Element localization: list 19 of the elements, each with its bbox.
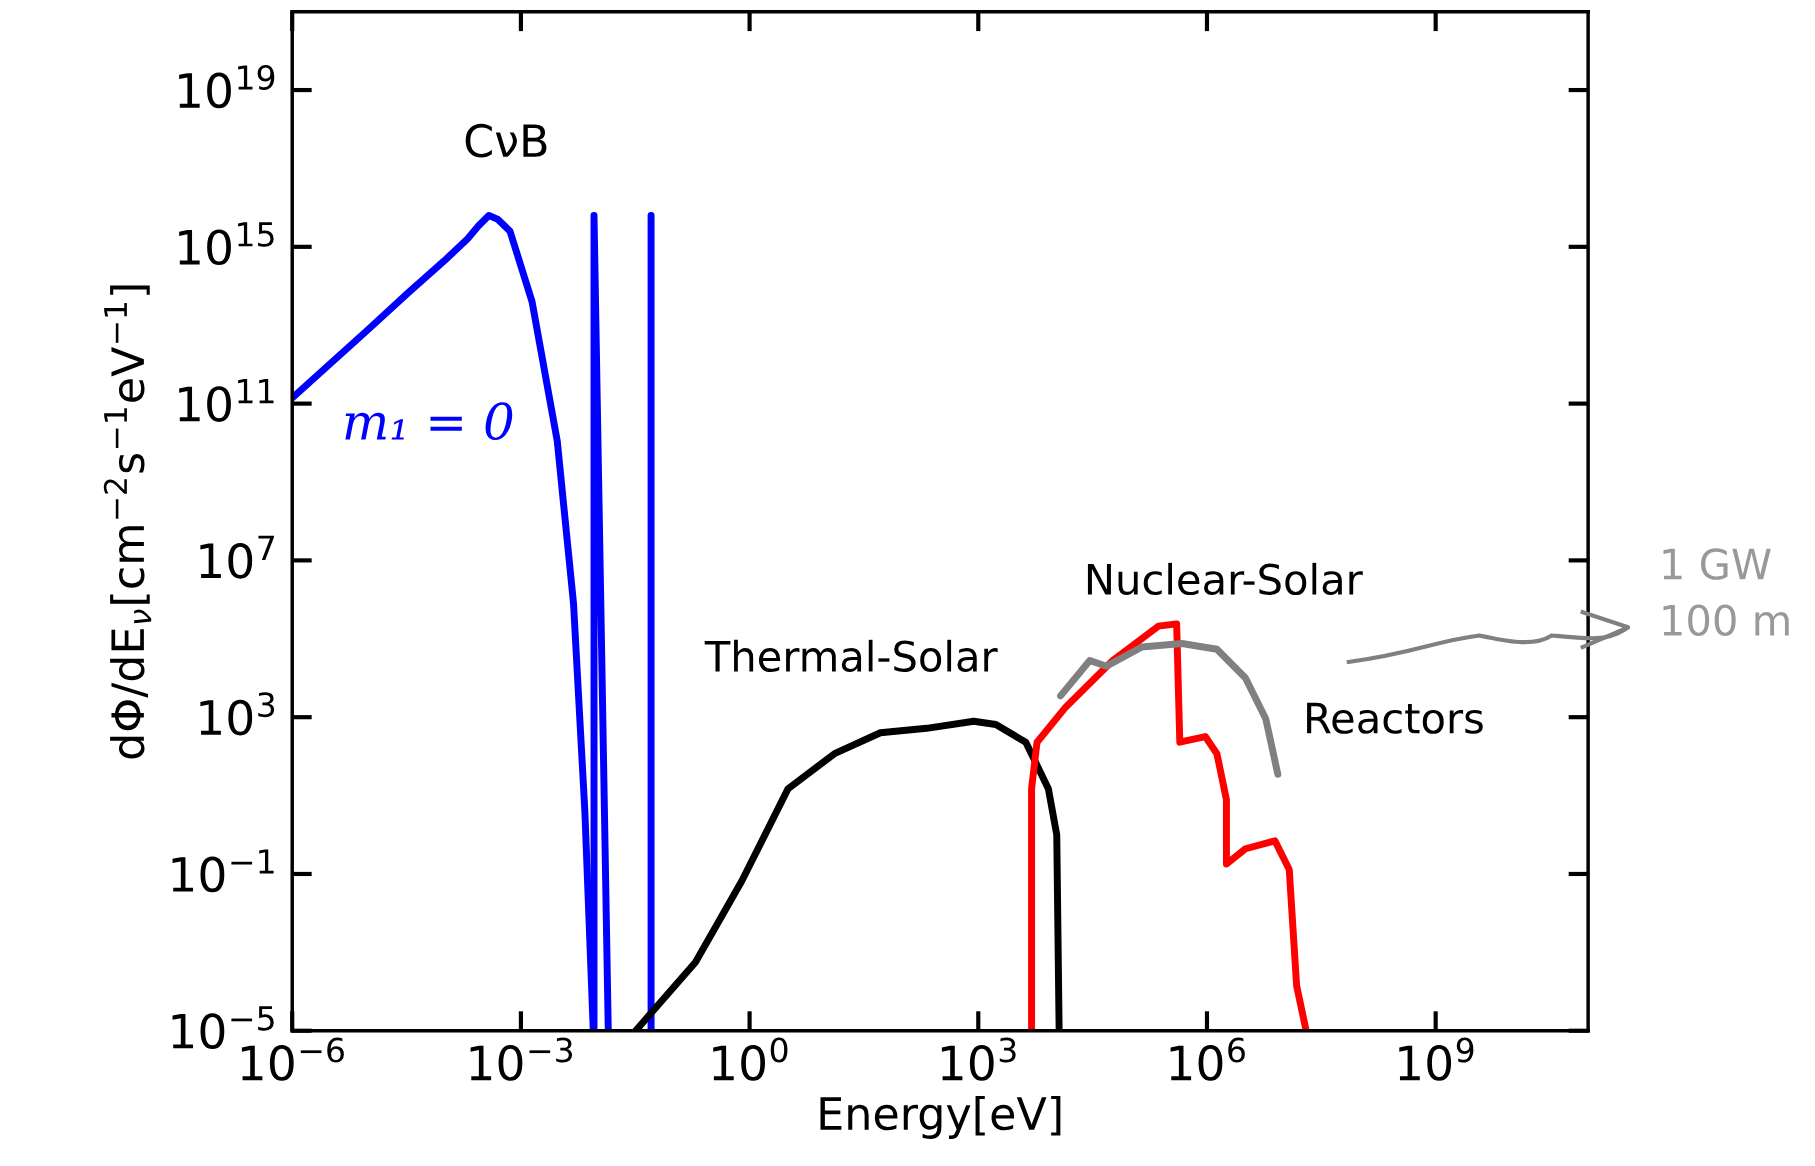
text: 1 GW 100 m [1663, 548, 1789, 636]
y-tick-label: 10$^{7}$ [200, 535, 274, 579]
x-tick-label: 10$^{−3}$ [470, 1037, 573, 1081]
annotation: Reactors [1307, 702, 1483, 734]
y-tick-label: 10$^{19}$ [179, 65, 275, 109]
x-tick-label: 10$^{6}$ [1170, 1037, 1245, 1081]
annotation: CνB [465, 123, 547, 158]
annotation: m₁ = 0 [345, 402, 513, 441]
x-tick-label: 10$^{0}$ [713, 1037, 788, 1081]
x-tick-label: 10$^{3}$ [941, 1037, 1016, 1081]
y-tick-label: 10$^{11}$ [179, 379, 274, 422]
annotation: Thermal-Solar [704, 639, 998, 673]
text: dΦ/dE$_{ν}$[cm$^{−2}$s$^{−1}$eV$^{−1}$] [103, 285, 152, 759]
x-tick-label: 10$^{9}$ [1399, 1037, 1474, 1081]
annotation: Nuclear-Solar [1087, 562, 1363, 596]
y-tick-label: 10$^{−1}$ [172, 849, 274, 893]
y-tick-label: 10$^{15}$ [179, 222, 274, 266]
x-axis-title: Energy[eV] [820, 1095, 1061, 1139]
y-tick-label: 10$^{3}$ [200, 692, 275, 736]
